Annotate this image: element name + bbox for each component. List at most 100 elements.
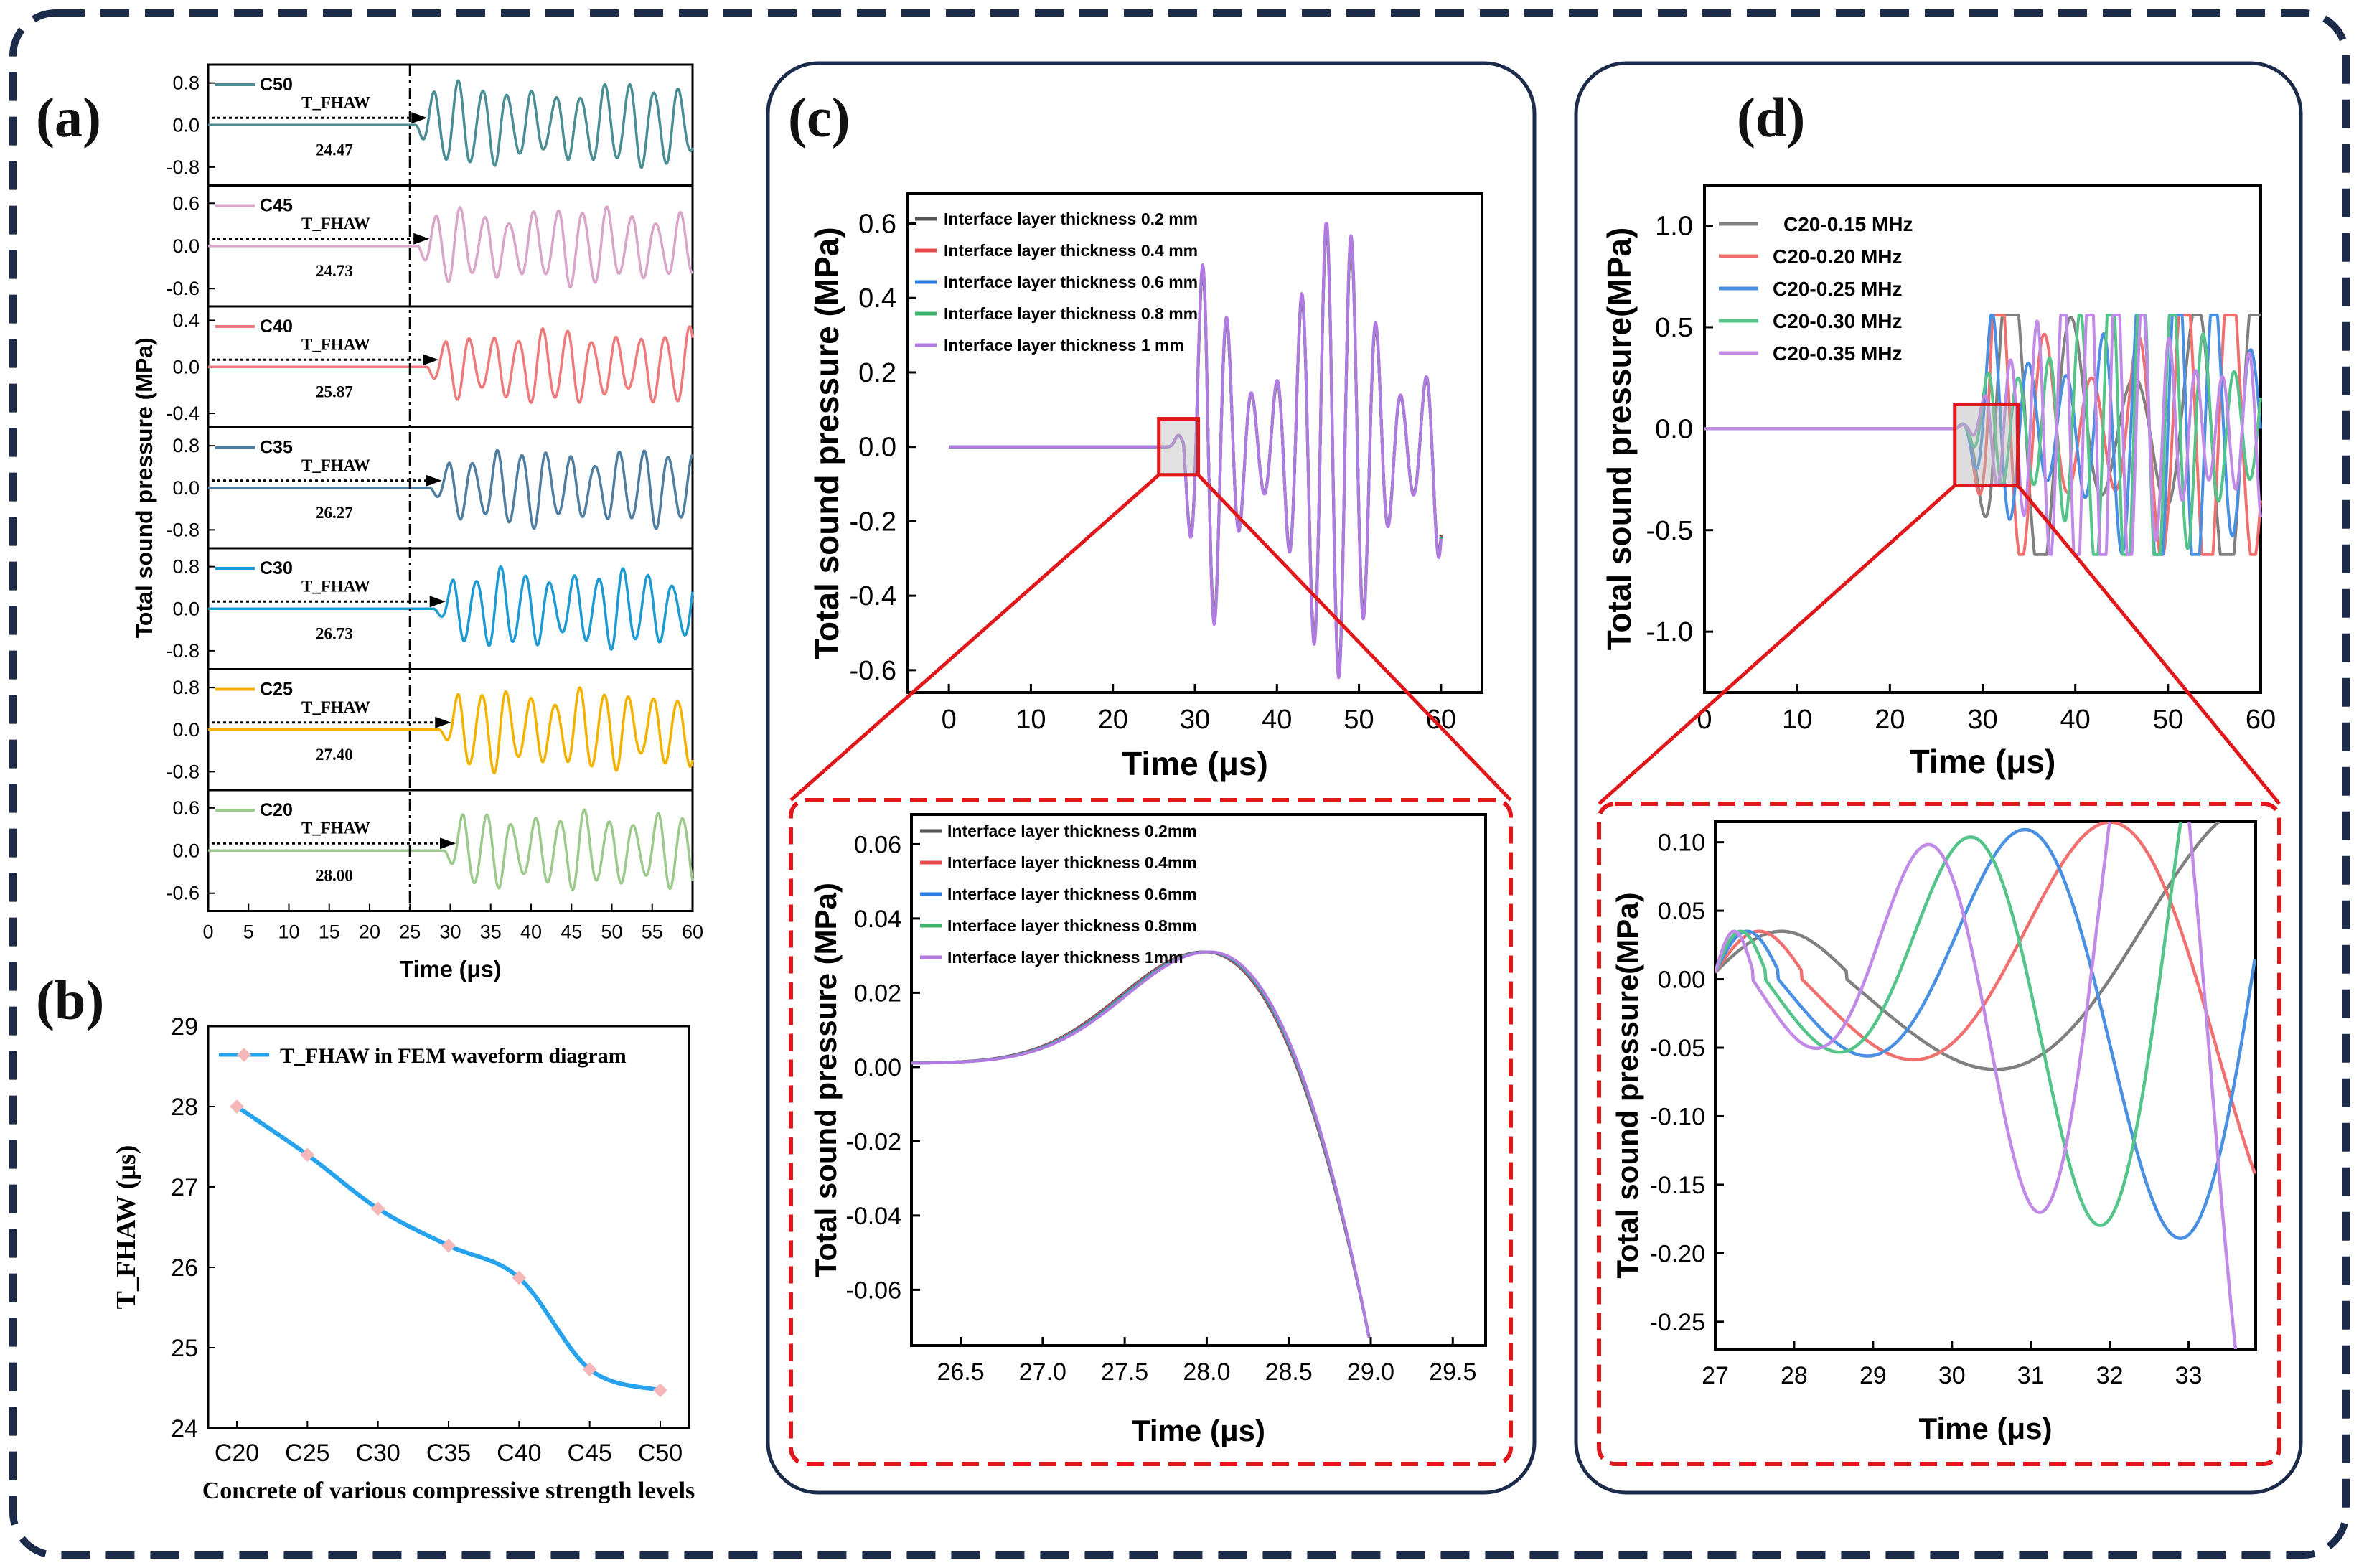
x-tick-label: 5 — [243, 921, 254, 943]
y-tick-label: 0.00 — [1658, 967, 1705, 994]
zoom-dashed-frame — [1597, 802, 2281, 1466]
x-axis-title: Time (μs) — [1910, 743, 2056, 780]
waveform-C25 — [207, 686, 694, 775]
y-tick-label: 0.02 — [854, 980, 901, 1007]
zoom-dashed-frame — [789, 798, 1513, 1466]
y-tick-label: 0.0 — [172, 840, 200, 861]
legend-label: C20-0.15 MHz — [1783, 213, 1913, 235]
x-tick-label: 10 — [278, 921, 299, 943]
tfhaw-value: 24.47 — [316, 141, 353, 159]
zoom-waveform-5 — [1715, 822, 2238, 1349]
zoom-waveform-1 — [911, 950, 1371, 1338]
x-tick-label: C35 — [426, 1440, 471, 1467]
x-tick-label: 29.0 — [1347, 1358, 1394, 1386]
legend-label: Interface layer thickness 1mm — [947, 948, 1183, 967]
zoom-waveform-3 — [1715, 827, 2256, 1240]
y-tick-label: -0.8 — [166, 519, 200, 540]
y-tick-label: -0.25 — [1650, 1309, 1706, 1336]
panel-label-b: (b) — [36, 969, 104, 1031]
zoom-waveform-1 — [1715, 822, 2221, 1071]
tfhaw-value: 27.40 — [316, 746, 353, 764]
zoom-waveform-3 — [911, 950, 1371, 1338]
y-axis-title: Total sound pressure (MPa) — [809, 883, 843, 1277]
x-tick-label: 10 — [1016, 705, 1046, 735]
y-tick-label: 26 — [171, 1254, 198, 1282]
y-tick-label: 29 — [171, 1013, 198, 1041]
x-tick-label: 28.5 — [1265, 1358, 1313, 1386]
zoom-region-box — [1953, 402, 2020, 488]
data-point-C50 — [653, 1383, 667, 1398]
strip-legend-label: C30 — [260, 558, 293, 578]
legend-label: Interface layer thickness 0.6 mm — [944, 273, 1198, 291]
y-tick-label: -0.20 — [1650, 1240, 1706, 1267]
x-tick-label: C25 — [285, 1440, 329, 1467]
x-tick-label: 20 — [1098, 705, 1128, 735]
y-tick-label: 0.04 — [854, 906, 901, 933]
y-tick-label: 0.8 — [172, 677, 200, 698]
legend-label: T_FHAW in FEM waveform diagram — [280, 1044, 627, 1068]
x-tick-label: 27 — [1702, 1362, 1729, 1389]
y-tick-label: 0.8 — [172, 72, 200, 94]
x-tick-label: C20 — [215, 1440, 259, 1467]
tfhaw-label: T_FHAW — [301, 456, 370, 474]
y-axis-title: Total sound pressure(MPa) — [1610, 892, 1644, 1278]
x-tick-label: 29.5 — [1429, 1358, 1476, 1386]
waveform-C40 — [207, 325, 694, 404]
zoom-waveform-4 — [911, 950, 1371, 1338]
x-tick-label: C40 — [497, 1440, 541, 1467]
x-tick-label: 33 — [2175, 1362, 2203, 1389]
x-axis-title: Time (μs) — [1919, 1412, 2053, 1445]
tfhaw-label: T_FHAW — [301, 698, 370, 716]
y-tick-label: 0.8 — [172, 435, 200, 456]
y-tick-label: 0.0 — [172, 477, 200, 499]
tfhaw-value: 25.87 — [316, 382, 353, 400]
x-tick-label: 28 — [1781, 1362, 1808, 1389]
y-tick-label: 0.0 — [1655, 414, 1693, 444]
y-tick-label: -0.2 — [850, 507, 896, 537]
waveform-5 — [1703, 314, 2262, 556]
strip-legend-label: C25 — [260, 680, 293, 700]
zoom-plot-frame — [910, 813, 1487, 1347]
panel-c-frame — [766, 61, 1537, 1495]
y-tick-label: 0.0 — [172, 114, 200, 136]
waveform-C50 — [207, 79, 694, 169]
zoom-connector-left — [789, 473, 1160, 802]
x-tick-label: 30 — [1938, 1362, 1966, 1389]
y-tick-label: 0.6 — [172, 192, 200, 214]
tfhaw-label: T_FHAW — [301, 335, 370, 353]
panel-d-frame — [1574, 61, 2303, 1495]
panel-label-d: (d) — [1737, 86, 1805, 149]
y-axis-title: Total sound pressure (MPa) — [131, 337, 157, 638]
tfhaw-arrow-head — [440, 837, 456, 850]
y-tick-label: 27 — [171, 1174, 198, 1201]
data-point-C45 — [582, 1362, 597, 1377]
x-tick-label: 50 — [2153, 705, 2183, 735]
x-tick-label: 40 — [2060, 705, 2091, 735]
y-tick-label: 0.0 — [172, 598, 200, 619]
data-point-C30 — [370, 1201, 385, 1216]
x-tick-label: 20 — [359, 921, 380, 943]
y-tick-label: 0.00 — [854, 1054, 901, 1081]
strip-legend-label: C20 — [260, 800, 293, 820]
legend-label: Interface layer thickness 0.4mm — [947, 853, 1197, 872]
x-tick-label: 32 — [2096, 1362, 2124, 1389]
y-tick-label: -0.05 — [1650, 1035, 1706, 1062]
tfhaw-label: T_FHAW — [301, 577, 370, 595]
zoom-plot-frame — [1714, 820, 2257, 1351]
x-axis-title: Concrete of various compressive strength… — [202, 1478, 695, 1504]
x-tick-label: 35 — [480, 921, 502, 943]
x-tick-label: 60 — [2246, 705, 2276, 735]
y-tick-label: 0.2 — [858, 358, 896, 388]
zoom-waveform-5 — [911, 950, 1371, 1338]
y-tick-label: -0.6 — [850, 656, 896, 686]
y-tick-label: 0.06 — [854, 831, 901, 858]
tfhaw-arrow-head — [426, 474, 442, 487]
tfhaw-value: 24.73 — [316, 262, 353, 280]
waveform-C45 — [207, 205, 693, 289]
x-tick-label: C45 — [567, 1440, 611, 1467]
x-tick-label: 45 — [561, 921, 582, 943]
tfhaw-label: T_FHAW — [301, 819, 370, 837]
x-tick-label: 40 — [520, 921, 542, 943]
